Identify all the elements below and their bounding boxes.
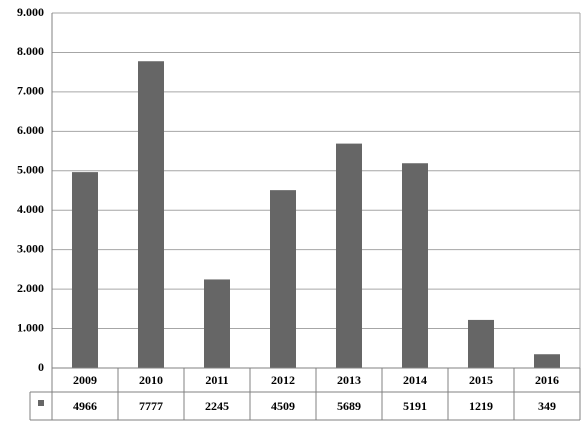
table-value: 5689 bbox=[337, 399, 361, 413]
table-value: 7777 bbox=[139, 399, 163, 413]
y-tick-label: 1.000 bbox=[17, 320, 44, 334]
y-tick-label: 8.000 bbox=[17, 44, 44, 58]
x-tick-label: 2015 bbox=[469, 373, 493, 387]
table-value: 349 bbox=[538, 399, 556, 413]
table-value: 2245 bbox=[205, 399, 229, 413]
y-tick-label: 4.000 bbox=[17, 202, 44, 216]
bar bbox=[336, 143, 362, 368]
x-tick-label: 2013 bbox=[337, 373, 361, 387]
x-tick-label: 2012 bbox=[271, 373, 295, 387]
y-tick-label: 3.000 bbox=[17, 241, 44, 255]
y-tick-label: 9.000 bbox=[17, 5, 44, 19]
table-value: 4966 bbox=[73, 399, 97, 413]
y-tick-label: 2.000 bbox=[17, 281, 44, 295]
bar bbox=[204, 279, 230, 368]
bar bbox=[402, 163, 428, 368]
bar bbox=[138, 61, 164, 369]
table-value: 4509 bbox=[271, 399, 295, 413]
y-tick-label: 0 bbox=[38, 360, 44, 374]
bar bbox=[72, 172, 98, 368]
x-tick-label: 2009 bbox=[73, 373, 97, 387]
bar bbox=[534, 354, 560, 368]
bar bbox=[468, 319, 494, 368]
x-tick-label: 2010 bbox=[139, 373, 163, 387]
table-value: 5191 bbox=[403, 399, 427, 413]
y-tick-label: 5.000 bbox=[17, 163, 44, 177]
y-tick-label: 6.000 bbox=[17, 123, 44, 137]
legend-marker bbox=[38, 400, 44, 406]
x-tick-label: 2011 bbox=[205, 373, 228, 387]
x-tick-label: 2016 bbox=[535, 373, 559, 387]
y-tick-label: 7.000 bbox=[17, 84, 44, 98]
x-tick-label: 2014 bbox=[403, 373, 427, 387]
bar bbox=[270, 190, 296, 368]
table-value: 1219 bbox=[469, 399, 493, 413]
